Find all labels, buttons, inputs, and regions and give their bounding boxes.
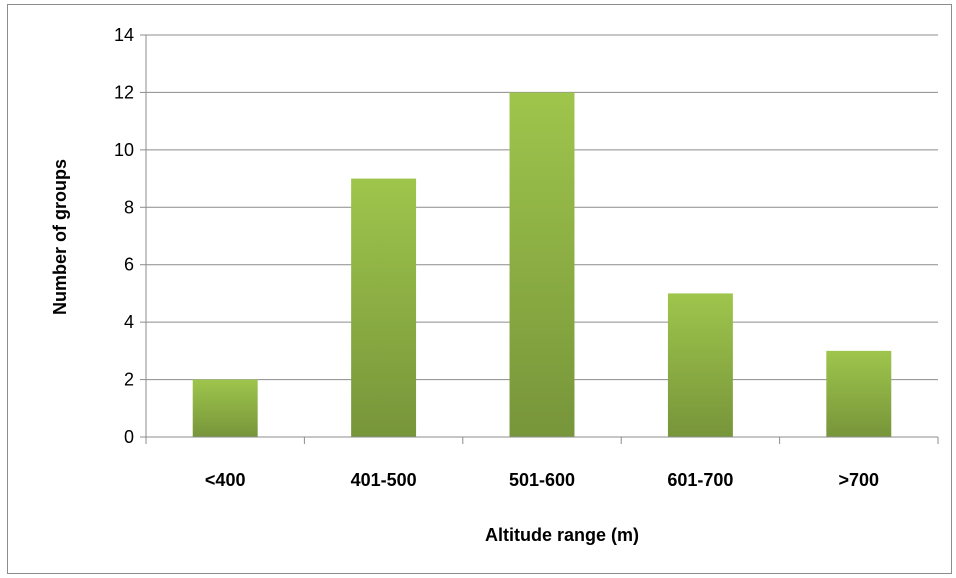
x-tick-label-0: <400 bbox=[205, 470, 246, 490]
bar-4 bbox=[826, 350, 892, 437]
y-tick-label-3: 6 bbox=[124, 255, 134, 275]
x-tick-label-1: 401-500 bbox=[351, 470, 417, 490]
y-tick-label-2: 4 bbox=[124, 312, 134, 332]
bars bbox=[192, 92, 892, 438]
y-tick-label-7: 14 bbox=[114, 25, 134, 45]
x-tick-label-4: >700 bbox=[839, 470, 880, 490]
y-tick-label-4: 8 bbox=[124, 197, 134, 217]
y-tick-label-0: 0 bbox=[124, 427, 134, 447]
x-tick-label-2: 501-600 bbox=[509, 470, 575, 490]
y-axis-title: Number of groups bbox=[50, 159, 70, 315]
labels: 0 2 4 6 8 10 12 14 <400 401-500 501-600 601-700 >700 bbox=[114, 25, 879, 490]
axes bbox=[140, 34, 939, 444]
y-tick-label-6: 12 bbox=[114, 82, 134, 102]
x-axis-title: Altitude range (m) bbox=[485, 525, 639, 545]
bar-0 bbox=[192, 379, 258, 437]
chart-frame bbox=[7, 4, 952, 574]
bar-3 bbox=[667, 293, 733, 437]
y-tick-label-1: 2 bbox=[124, 370, 134, 390]
bar-1 bbox=[351, 178, 417, 438]
bar-2 bbox=[509, 92, 575, 437]
y-tick-label-5: 10 bbox=[114, 140, 134, 160]
x-tick-label-3: 601-700 bbox=[667, 470, 733, 490]
